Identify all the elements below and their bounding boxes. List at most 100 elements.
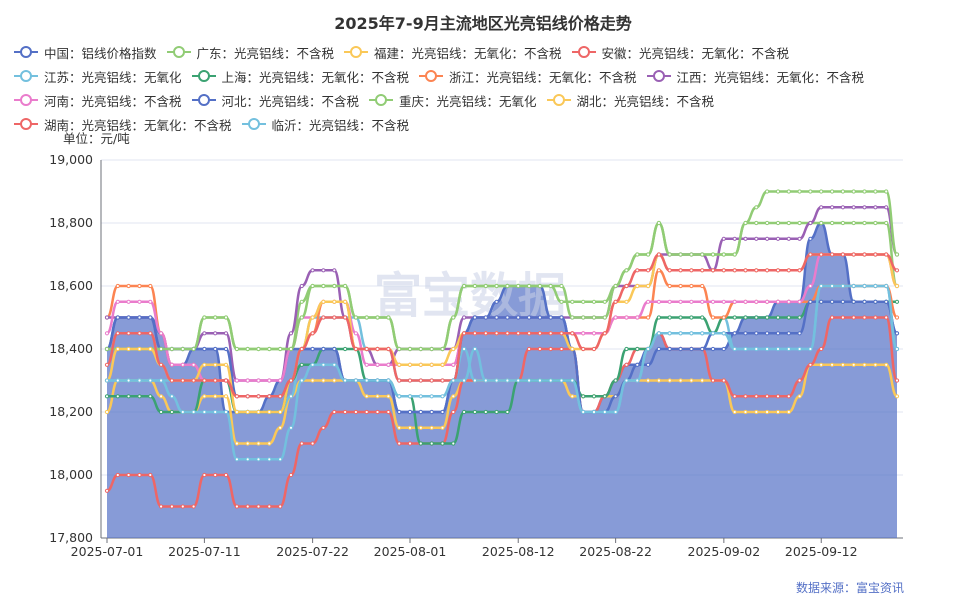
point-3-73 [894,378,900,383]
legend-item[interactable]: 浙江：光亮铝线：无氧化：不含税 [419,67,637,86]
point-8-58 [732,299,737,304]
point-13-35 [483,378,488,383]
point-3-71 [873,315,878,320]
point-12-9 [202,378,207,383]
point-2-68 [840,362,846,367]
watermark-logo: 富宝数据 [374,268,566,324]
point-2-61 [765,409,770,415]
legend-item[interactable]: 湖南：光亮铝线：无氧化：不含税 [14,115,232,134]
legend-item[interactable]: 湖北：光亮铝线：不含税 [546,91,714,110]
point-4-33 [462,346,467,352]
point-9-29 [418,409,423,415]
point-10-33 [462,283,467,289]
point-13-56 [710,331,716,336]
point-2-0 [104,409,110,415]
point-10-71 [873,189,878,194]
point-13-57 [721,331,726,336]
point-9-42 [559,315,564,320]
point-0-65 [808,236,813,241]
point-2-12 [234,441,239,446]
point-10-26 [386,315,391,320]
point-10-8 [191,346,196,352]
point-10-39 [527,283,532,289]
point-8-3 [137,299,142,304]
legend-item[interactable]: 广东：光亮铝线：不含税 [166,43,334,62]
point-13-4 [148,378,153,383]
point-10-54 [689,252,694,257]
point-7-65 [808,220,813,226]
legend-swatch-icon [14,93,38,107]
point-9-73 [894,331,900,336]
point-12-13 [245,394,250,399]
point-3-17 [288,472,294,478]
point-9-31 [440,409,445,415]
point-10-23 [353,315,358,320]
y-tick-label: 18,600 [49,278,93,293]
point-10-29 [418,346,423,352]
point-1-72 [884,220,889,226]
point-12-16 [278,394,283,399]
point-13-12 [234,457,239,462]
point-5-54 [689,315,694,320]
legend-item[interactable]: 安徽：光亮铝线：无氧化：不含税 [571,43,789,62]
legend-item[interactable]: 福建：光亮铝线：无氧化：不含税 [344,43,562,62]
point-9-50 [646,362,651,367]
legend-item[interactable]: 河北：光亮铝线：不含税 [191,91,360,110]
point-11-30 [429,362,434,367]
point-2-64 [797,394,802,399]
point-13-9 [202,409,207,415]
legend-swatch-icon [241,117,266,131]
point-2-27 [397,425,402,430]
chart-legend: 中国：铝线价格指数 广东：光亮铝线：不含税 福建：光亮铝线：无氧化：不含税 安徽：光亮… [14,40,954,136]
point-9-1 [115,315,120,320]
point-11-29 [418,362,423,367]
x-tick-label: 2025-09-02 [688,544,761,559]
point-13-11 [223,409,229,415]
point-11-21 [332,299,337,304]
legend-item[interactable]: 江苏：光亮铝线：无氧化 [14,67,182,86]
point-3-3 [137,472,142,478]
point-12-48 [624,283,629,289]
point-5-53 [678,315,683,320]
point-8-2 [126,299,131,304]
legend-label: 上海：光亮铝线：无氧化：不含税 [221,69,410,85]
point-10-36 [494,283,499,289]
point-13-1 [115,378,120,383]
point-2-13 [245,441,250,446]
point-9-63 [786,331,791,336]
legend-item[interactable]: 中国：铝线价格指数 [14,43,157,62]
legend-item[interactable]: 临沂：光亮铝线：不含税 [241,115,409,134]
point-9-47 [613,394,618,399]
point-13-15 [267,457,272,462]
point-7-57 [721,236,726,241]
point-12-36 [494,331,499,336]
point-12-29 [418,378,423,383]
point-12-15 [267,394,272,399]
point-13-40 [537,378,543,383]
point-7-63 [786,236,791,241]
point-12-52 [667,268,672,273]
legend-item[interactable]: 江西：光亮铝线：无氧化：不含税 [646,67,864,86]
legend-item[interactable]: 上海：光亮铝线：无氧化：不含税 [191,67,410,86]
point-12-28 [407,378,413,383]
point-2-19 [310,378,315,383]
point-5-5 [159,409,164,415]
point-13-3 [137,378,142,383]
point-12-61 [765,268,770,273]
point-1-46 [602,299,607,304]
point-2-58 [732,409,737,415]
point-8-24 [364,362,369,367]
legend-swatch-icon [166,45,191,59]
legend-label: 河北：光亮铝线：不含税 [221,93,360,109]
point-9-49 [635,362,640,367]
point-13-22 [343,378,348,383]
point-7-10 [213,331,218,336]
legend-item[interactable]: 重庆：光亮铝线：无氧化 [369,91,537,110]
point-12-42 [559,331,564,336]
point-12-24 [364,346,369,352]
point-12-69 [851,252,856,257]
legend-item[interactable]: 河南：光亮铝线：不含税 [14,91,182,110]
point-3-68 [840,315,846,320]
legend-swatch-icon [546,93,571,107]
point-5-44 [581,394,586,399]
